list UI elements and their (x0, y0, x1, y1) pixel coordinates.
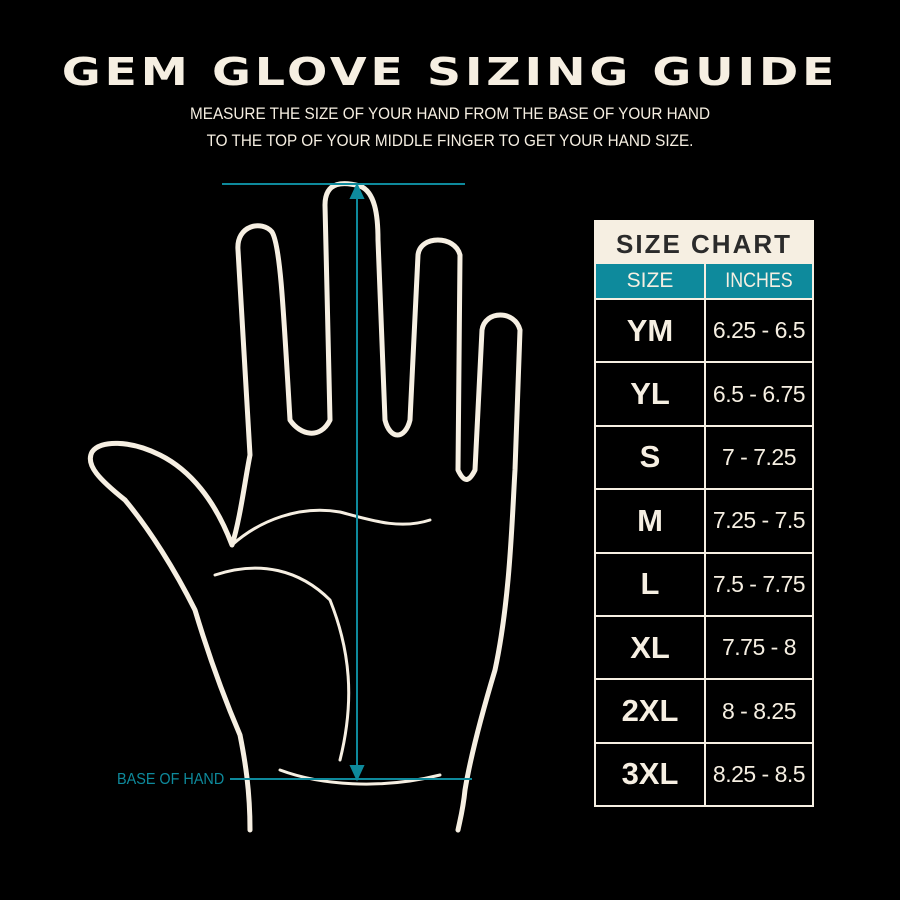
inches-cell: 7 - 7.25 (722, 443, 797, 470)
header-size: SIZE (596, 264, 706, 298)
size-cell: M (596, 490, 706, 552)
inches-cell: 7.25 - 7.5 (712, 507, 806, 534)
inches-cell: 6.25 - 6.5 (712, 317, 806, 344)
header-inches: INCHES (725, 269, 793, 292)
size-chart-title: SIZE CHART (596, 222, 812, 264)
inches-cell: 6.5 - 6.75 (712, 380, 806, 407)
inches-cell: 8 - 8.25 (722, 697, 797, 724)
table-row: XL 7.75 - 8 (596, 614, 812, 679)
size-cell: S (596, 426, 706, 489)
page-title: GEM GLOVE SIZING GUIDE (61, 50, 839, 94)
table-row: M 7.25 - 7.5 (596, 488, 812, 552)
size-cell: L (596, 553, 706, 615)
hand-outline (87, 181, 523, 833)
size-chart: SIZE CHART SIZE INCHES YM 6.25 - 6.5 YL 6.5… (594, 220, 814, 808)
arrow-head-up-icon (349, 182, 365, 199)
palm-crease (213, 566, 351, 762)
size-cell: XL (596, 616, 706, 679)
table-row: S 7 - 7.25 (596, 424, 812, 489)
inches-cell: 8.25 - 8.5 (712, 760, 806, 787)
table-row: 2XL 8 - 8.25 (596, 678, 812, 742)
inches-cell: 7.5 - 7.75 (712, 570, 806, 597)
size-cell: 2XL (596, 680, 706, 742)
table-row: YL 6.5 - 6.75 (596, 361, 812, 425)
size-cell: YL (596, 363, 706, 425)
palm-crease (230, 508, 432, 547)
instructions-line-2: TO THE TOP OF YOUR MIDDLE FINGER TO GET … (206, 131, 694, 150)
size-cell: 3XL (596, 743, 706, 806)
table-row: L 7.5 - 7.75 (596, 551, 812, 615)
arrow-head-down-icon (349, 765, 365, 782)
size-chart-header: SIZE INCHES (596, 264, 812, 298)
instructions-line-1: MEASURE THE SIZE OF YOUR HAND FROM THE B… (189, 104, 711, 123)
base-of-hand-label: BASE OF HAND (117, 771, 225, 788)
table-row: YM 6.25 - 6.5 (596, 298, 812, 362)
inches-cell: 7.75 - 8 (722, 634, 797, 661)
table-row: 3XL 8.25 - 8.5 (596, 741, 812, 806)
size-cell: YM (596, 300, 706, 362)
